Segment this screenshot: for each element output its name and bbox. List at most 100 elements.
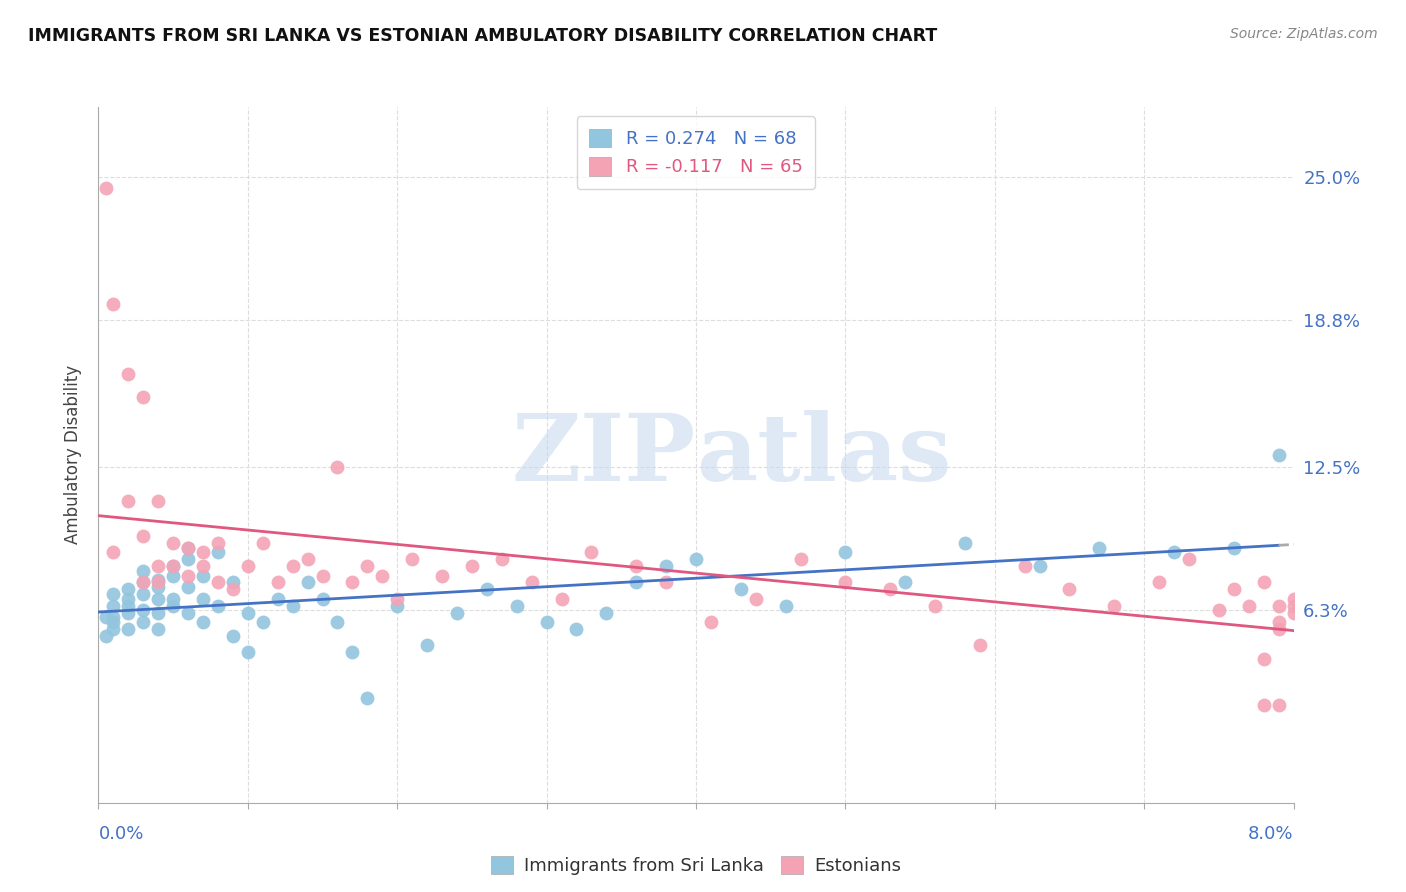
- Point: [1267, 615, 1289, 629]
- Point: [132, 575, 155, 590]
- Point: [371, 568, 394, 582]
- Point: [177, 541, 200, 555]
- Point: [536, 615, 558, 629]
- Point: [117, 606, 139, 620]
- Point: [1088, 541, 1111, 555]
- Point: [356, 559, 378, 574]
- Point: [117, 622, 139, 636]
- Point: [475, 582, 498, 597]
- Point: [1222, 541, 1246, 555]
- Point: [177, 606, 200, 620]
- Point: [191, 545, 214, 559]
- Point: [1253, 652, 1275, 666]
- Point: [879, 582, 901, 597]
- Point: [1222, 582, 1246, 597]
- Point: [1282, 591, 1305, 606]
- Point: [520, 575, 543, 590]
- Point: [281, 599, 304, 613]
- Point: [1102, 599, 1125, 613]
- Point: [700, 615, 723, 629]
- Point: [191, 615, 214, 629]
- Point: [1253, 575, 1275, 590]
- Point: [132, 390, 155, 404]
- Point: [117, 599, 139, 613]
- Point: [581, 545, 603, 559]
- Point: [267, 591, 290, 606]
- Point: [177, 552, 200, 566]
- Point: [103, 545, 125, 559]
- Point: [624, 575, 647, 590]
- Point: [148, 606, 170, 620]
- Point: [311, 568, 333, 582]
- Point: [207, 575, 229, 590]
- Point: [252, 615, 274, 629]
- Point: [595, 606, 617, 620]
- Point: [132, 575, 155, 590]
- Point: [191, 559, 214, 574]
- Point: [162, 591, 184, 606]
- Point: [461, 559, 484, 574]
- Point: [132, 529, 155, 543]
- Point: [132, 564, 155, 578]
- Point: [207, 536, 229, 550]
- Point: [1282, 599, 1305, 613]
- Point: [103, 610, 125, 624]
- Point: [177, 541, 200, 555]
- Point: [148, 494, 170, 508]
- Point: [103, 622, 125, 636]
- Point: [297, 575, 319, 590]
- Point: [1178, 552, 1201, 566]
- Point: [222, 629, 245, 643]
- Point: [207, 599, 229, 613]
- Point: [162, 599, 184, 613]
- Point: [103, 615, 125, 629]
- Point: [117, 494, 139, 508]
- Point: [148, 622, 170, 636]
- Point: [236, 559, 259, 574]
- Legend: Immigrants from Sri Lanka, Estonians: Immigrants from Sri Lanka, Estonians: [482, 847, 910, 884]
- Point: [311, 591, 333, 606]
- Point: [281, 559, 304, 574]
- Point: [775, 599, 797, 613]
- Point: [506, 599, 529, 613]
- Point: [745, 591, 768, 606]
- Point: [103, 297, 125, 311]
- Point: [252, 536, 274, 550]
- Point: [1014, 559, 1036, 574]
- Point: [924, 599, 946, 613]
- Point: [1253, 698, 1275, 713]
- Point: [162, 559, 184, 574]
- Point: [148, 573, 170, 587]
- Point: [148, 575, 170, 590]
- Text: Source: ZipAtlas.com: Source: ZipAtlas.com: [1230, 27, 1378, 41]
- Point: [550, 591, 572, 606]
- Point: [430, 568, 453, 582]
- Point: [953, 536, 976, 550]
- Point: [969, 638, 991, 652]
- Point: [94, 181, 117, 195]
- Point: [117, 582, 139, 597]
- Point: [148, 559, 170, 574]
- Point: [1267, 622, 1289, 636]
- Y-axis label: Ambulatory Disability: Ambulatory Disability: [65, 366, 83, 544]
- Point: [1267, 698, 1289, 713]
- Point: [162, 536, 184, 550]
- Point: [132, 603, 155, 617]
- Point: [326, 615, 349, 629]
- Point: [342, 575, 364, 590]
- Point: [191, 568, 214, 582]
- Point: [236, 606, 259, 620]
- Point: [401, 552, 423, 566]
- Point: [236, 645, 259, 659]
- Point: [148, 580, 170, 594]
- Text: 8.0%: 8.0%: [1249, 825, 1294, 843]
- Point: [1267, 599, 1289, 613]
- Point: [685, 552, 707, 566]
- Point: [624, 559, 647, 574]
- Point: [326, 459, 349, 474]
- Point: [117, 591, 139, 606]
- Point: [342, 645, 364, 659]
- Point: [148, 591, 170, 606]
- Text: IMMIGRANTS FROM SRI LANKA VS ESTONIAN AMBULATORY DISABILITY CORRELATION CHART: IMMIGRANTS FROM SRI LANKA VS ESTONIAN AM…: [28, 27, 938, 45]
- Point: [491, 552, 513, 566]
